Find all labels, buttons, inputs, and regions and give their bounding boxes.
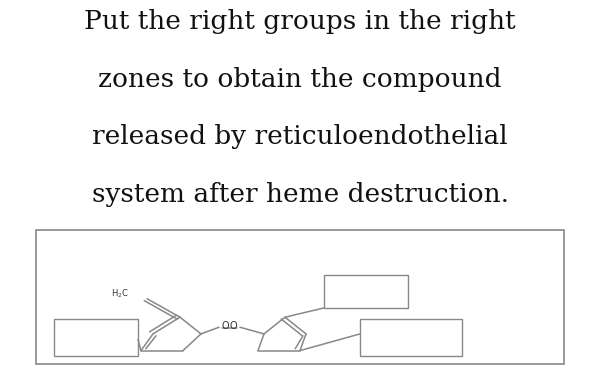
Text: Put the right groups in the right: Put the right groups in the right <box>84 9 516 34</box>
Text: $\mathregular{H_2C}$: $\mathregular{H_2C}$ <box>111 288 129 301</box>
Text: zones to obtain the compound: zones to obtain the compound <box>98 67 502 92</box>
Text: O: O <box>221 322 229 331</box>
Bar <box>324 275 408 308</box>
Bar <box>54 319 138 356</box>
Text: released by reticuloendothelial: released by reticuloendothelial <box>92 124 508 149</box>
Bar <box>360 319 462 356</box>
Text: O: O <box>230 322 238 331</box>
Bar <box>36 230 564 364</box>
Text: system after heme destruction.: system after heme destruction. <box>91 182 509 207</box>
